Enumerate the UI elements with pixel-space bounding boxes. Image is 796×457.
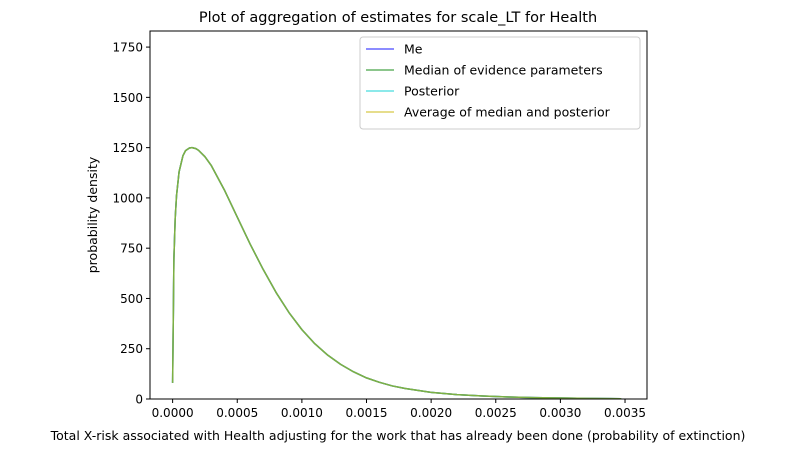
series-line-4 — [171, 146, 622, 400]
y-tick-label: 250 — [120, 342, 143, 356]
legend-label: Me — [404, 42, 423, 57]
y-axis-label: probability density — [85, 156, 100, 273]
x-tick-label: 0.0035 — [604, 406, 646, 420]
x-tick-label: 0.0030 — [539, 406, 581, 420]
y-tick-label: 750 — [120, 242, 143, 256]
x-axis-label: Total X-risk associated with Health adju… — [50, 428, 746, 443]
x-tick-label: 0.0025 — [475, 406, 517, 420]
legend-label: Average of median and posterior — [404, 105, 611, 120]
x-tick-label: 0.0000 — [152, 406, 194, 420]
y-tick-label: 500 — [120, 292, 143, 306]
x-tick-label: 0.0020 — [410, 406, 452, 420]
y-tick-label: 1000 — [112, 191, 143, 205]
y-tick-label: 1500 — [112, 91, 143, 105]
legend-label: Posterior — [404, 84, 460, 99]
x-axis: 0.0000 0.0005 0.0010 0.0015 0.0020 0.0025 0.00… — [152, 399, 646, 420]
series-line-1 — [171, 146, 622, 400]
x-tick-label: 0.0010 — [281, 406, 323, 420]
y-tick-label: 1250 — [112, 141, 143, 155]
series-line-3 — [171, 146, 622, 400]
y-tick-label: 0 — [135, 393, 143, 407]
legend: Me Median of evidence parameters Posterior… — [359, 36, 641, 130]
x-tick-label: 0.0015 — [346, 406, 388, 420]
legend-box — [359, 36, 641, 130]
chart-title: Plot of aggregation of estimates for sca… — [199, 10, 597, 26]
y-tick-label: 1750 — [112, 41, 143, 55]
series-layer — [171, 146, 622, 400]
plot-frame — [149, 30, 648, 400]
y-axis: 0 250 500 750 1000 1250 1500 1750 — [112, 41, 150, 407]
x-tick-label: 0.0005 — [216, 406, 258, 420]
legend-label: Median of evidence parameters — [404, 63, 603, 78]
series-line-2 — [171, 146, 622, 400]
